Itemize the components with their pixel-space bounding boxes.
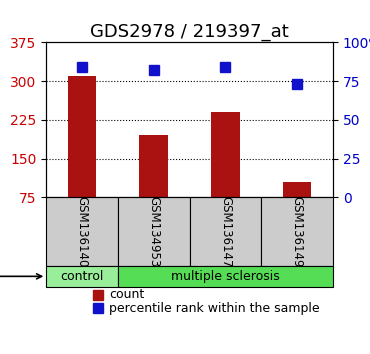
FancyBboxPatch shape: [118, 266, 333, 287]
Text: GSM136140: GSM136140: [75, 196, 88, 267]
Bar: [211, 112, 240, 198]
FancyBboxPatch shape: [46, 198, 118, 266]
Text: multiple sclerosis: multiple sclerosis: [171, 270, 280, 283]
Bar: [68, 76, 97, 198]
Bar: [139, 135, 168, 198]
FancyBboxPatch shape: [261, 198, 333, 266]
Text: disease state: disease state: [0, 270, 41, 283]
Bar: [283, 182, 312, 198]
Title: GDS2978 / 219397_at: GDS2978 / 219397_at: [90, 23, 289, 41]
Text: percentile rank within the sample: percentile rank within the sample: [110, 302, 320, 315]
Text: count: count: [110, 289, 145, 302]
Text: GSM136149: GSM136149: [291, 196, 304, 267]
Text: GSM136147: GSM136147: [219, 196, 232, 267]
FancyBboxPatch shape: [190, 198, 261, 266]
Text: GSM134953: GSM134953: [147, 196, 160, 267]
FancyBboxPatch shape: [118, 198, 190, 266]
Text: control: control: [60, 270, 104, 283]
FancyBboxPatch shape: [46, 266, 118, 287]
